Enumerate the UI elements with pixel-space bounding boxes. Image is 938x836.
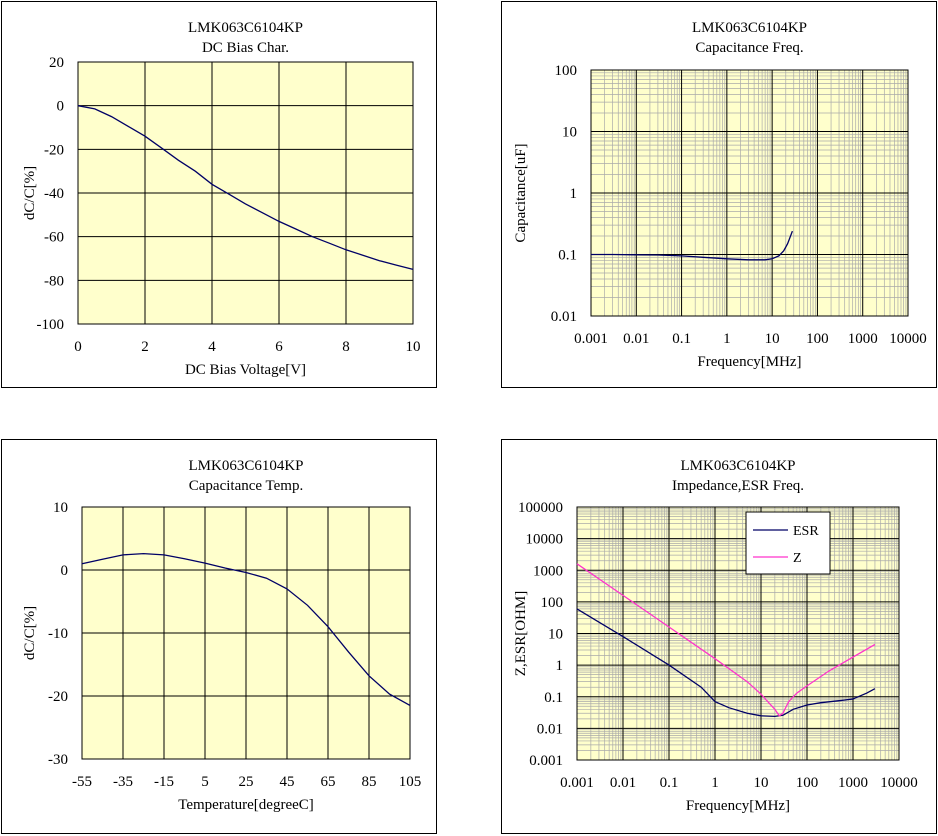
y-tick-label: 10000: [526, 532, 564, 548]
y-tick-label: 100000: [518, 500, 563, 516]
chart-title: LMK063C6104KP: [692, 20, 807, 36]
y-tick-label: -30: [48, 752, 68, 768]
y-tick-label: 10: [53, 500, 68, 516]
y-axis-label: Capacitance[uF]: [513, 143, 529, 242]
x-tick-label: 4: [208, 339, 216, 355]
impedance-esr-chart: LMK063C6104KP Impedance,ESR Freq. 0.001 0.0…: [513, 458, 918, 814]
series-line: [81, 552, 411, 706]
x-tick-label: 0.001: [574, 331, 608, 347]
dc-bias-chart-panel: LMK063C6104KP DC Bias Char. 0 2 4 6 8 10 -100 -80…: [1, 1, 437, 388]
x-tick-label: 1000: [838, 775, 868, 791]
y-tick-label: 0.1: [558, 248, 577, 264]
y-tick-label: 1000: [533, 563, 563, 579]
y-axis-label: dC/C[%]: [22, 606, 38, 660]
y-tick-label: 0.1: [544, 690, 563, 706]
x-tick-label: 0.01: [610, 775, 636, 791]
y-tick-label: 1: [570, 186, 578, 202]
y-tick-label: 10: [562, 125, 577, 141]
y-tick-label: -10: [48, 626, 68, 642]
x-tick-label: 105: [399, 774, 422, 790]
x-tick-label: -55: [72, 774, 92, 790]
x-tick-label: 10: [765, 331, 780, 347]
chart-subtitle: Capacitance Temp.: [189, 478, 303, 494]
y-axis-label: dC/C[%]: [22, 166, 38, 220]
legend-label-esr: ESR: [793, 524, 819, 539]
y-tick-label: 100: [541, 595, 564, 611]
y-tick-label: -80: [44, 273, 64, 289]
y-tick-label: -60: [44, 230, 64, 246]
chart-subtitle: Capacitance Freq.: [695, 40, 803, 56]
x-tick-label: 1: [723, 331, 731, 347]
y-tick-label: 0: [57, 99, 65, 115]
series-z-line: [576, 563, 876, 717]
x-tick-label: 1: [711, 775, 719, 791]
x-tick-label: 8: [342, 339, 350, 355]
x-tick-label: 10: [406, 339, 421, 355]
chart-title: LMK063C6104KP: [680, 458, 795, 474]
plot-frame: [590, 69, 909, 317]
x-tick-label: 5: [201, 774, 209, 790]
x-tick-label: -15: [154, 774, 174, 790]
x-axis-label: Frequency[MHz]: [697, 354, 801, 370]
capacitance-freq-chart-panel: LMK063C6104KP Capacitance Freq. 0.001 0.01 0…: [501, 1, 937, 388]
y-tick-label: 1: [556, 658, 564, 674]
plot-frame: [576, 506, 900, 761]
x-tick-label: 100: [796, 775, 819, 791]
x-tick-label: 0.1: [672, 331, 691, 347]
x-tick-label: 0: [74, 339, 82, 355]
capacitance-temp-chart: LMK063C6104KP Capacitance Temp. -55 -35 -15 5…: [22, 458, 422, 813]
y-tick-label: -20: [48, 689, 68, 705]
y-tick-label: -40: [44, 186, 64, 202]
series-esr-line: [576, 608, 876, 718]
y-tick-label: 20: [49, 55, 64, 71]
y-axis-label: Z,ESR[OHM]: [513, 591, 529, 676]
x-tick-label: 100: [806, 331, 829, 347]
chart-title: LMK063C6104KP: [188, 20, 303, 36]
y-tick-label: 0.001: [529, 753, 563, 769]
chart-subtitle: DC Bias Char.: [202, 40, 289, 56]
legend-box: [745, 511, 831, 575]
x-tick-label: -35: [113, 774, 133, 790]
chart-subtitle: Impedance,ESR Freq.: [672, 478, 804, 494]
x-tick-label: 10000: [880, 775, 918, 791]
capacitance-freq-chart: LMK063C6104KP Capacitance Freq. 0.001 0.01 0…: [513, 20, 927, 370]
y-tick-label: 100: [555, 63, 578, 79]
x-tick-label: 65: [321, 774, 336, 790]
plot-frame: [77, 61, 414, 325]
plot-frame: [81, 506, 411, 760]
capacitance-temp-chart-panel: LMK063C6104KP Capacitance Temp. -55 -35 -15 5…: [1, 439, 437, 834]
x-tick-label: 45: [280, 774, 295, 790]
x-tick-label: 6: [275, 339, 283, 355]
y-tick-label: 0.01: [537, 721, 563, 737]
chart-title: LMK063C6104KP: [188, 458, 303, 474]
x-axis-label: DC Bias Voltage[V]: [185, 362, 306, 378]
series-line: [591, 230, 794, 261]
dc-bias-chart: LMK063C6104KP DC Bias Char. 0 2 4 6 8 10 -100 -80…: [22, 20, 421, 378]
legend-label-z: Z: [793, 551, 802, 566]
x-tick-label: 10000: [889, 331, 927, 347]
x-tick-label: 25: [239, 774, 254, 790]
x-tick-label: 1000: [848, 331, 878, 347]
x-axis-label: Temperature[degreeC]: [178, 797, 314, 813]
series-line: [77, 105, 414, 271]
x-tick-label: 2: [141, 339, 149, 355]
y-tick-label: -20: [44, 142, 64, 158]
impedance-esr-chart-panel: LMK063C6104KP Impedance,ESR Freq. 0.001 0.0…: [501, 439, 937, 834]
x-axis-label: Frequency[MHz]: [686, 798, 790, 814]
legend: ESR Z: [745, 511, 831, 575]
y-tick-label: 10: [548, 627, 563, 643]
x-tick-label: 0.1: [660, 775, 679, 791]
x-tick-label: 85: [362, 774, 377, 790]
y-tick-label: -100: [37, 317, 65, 333]
y-tick-label: 0.01: [551, 309, 577, 325]
x-tick-label: 10: [754, 775, 769, 791]
y-tick-label: 0: [61, 563, 69, 579]
x-tick-label: 0.01: [623, 331, 649, 347]
x-tick-label: 0.001: [560, 775, 594, 791]
